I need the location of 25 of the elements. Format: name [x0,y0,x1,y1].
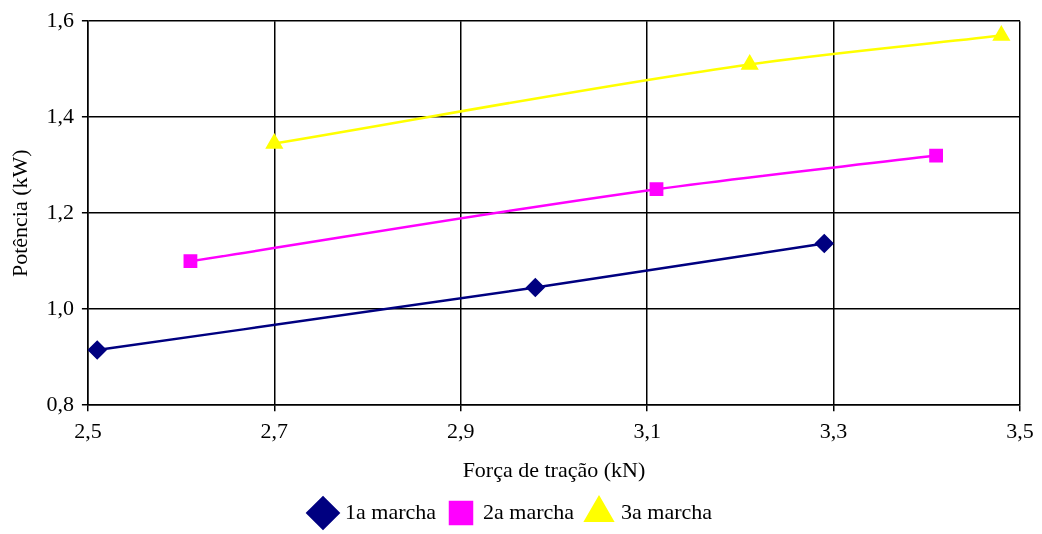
x-tick-label: 3,3 [819,418,848,444]
y-tick-label: 1,0 [46,294,74,320]
y-tick-label: 0,8 [46,390,74,416]
legend-label: 3a marcha [621,498,713,524]
point [993,26,1010,41]
point [183,254,198,269]
x-tick-label: 2,5 [74,418,102,444]
y-tick-label: 1,4 [46,102,74,128]
x-tick-label: 3,5 [1006,418,1034,444]
x-tick-label: 3,1 [633,418,661,444]
point [741,55,758,70]
y-axis-title: Potência (kW) [6,149,32,278]
point [526,278,545,297]
x-tick-label: 2,7 [260,418,289,444]
point [815,234,834,253]
y-tick-label: 1,2 [46,198,74,224]
y-tick-label: 1,6 [46,6,74,32]
point [266,134,283,149]
x-axis-title: Força de tração (kN) [462,456,646,482]
point [87,340,107,360]
legend-label: 1a marcha [345,498,437,524]
point [649,182,664,197]
x-tick-label: 2,9 [446,418,475,444]
point [929,148,944,163]
legend-label: 2a marcha [483,498,575,524]
